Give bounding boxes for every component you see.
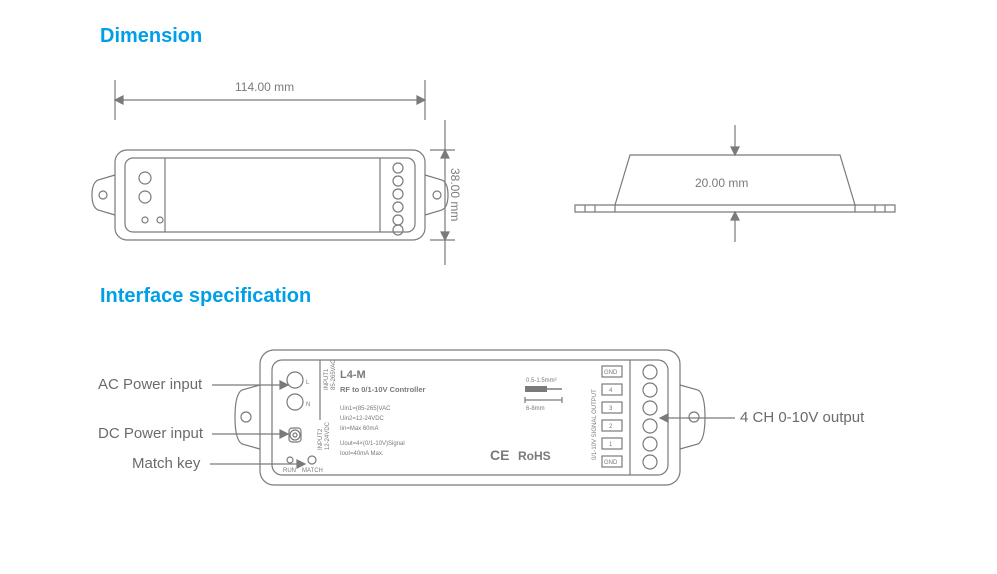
callout-leaders xyxy=(0,0,997,574)
